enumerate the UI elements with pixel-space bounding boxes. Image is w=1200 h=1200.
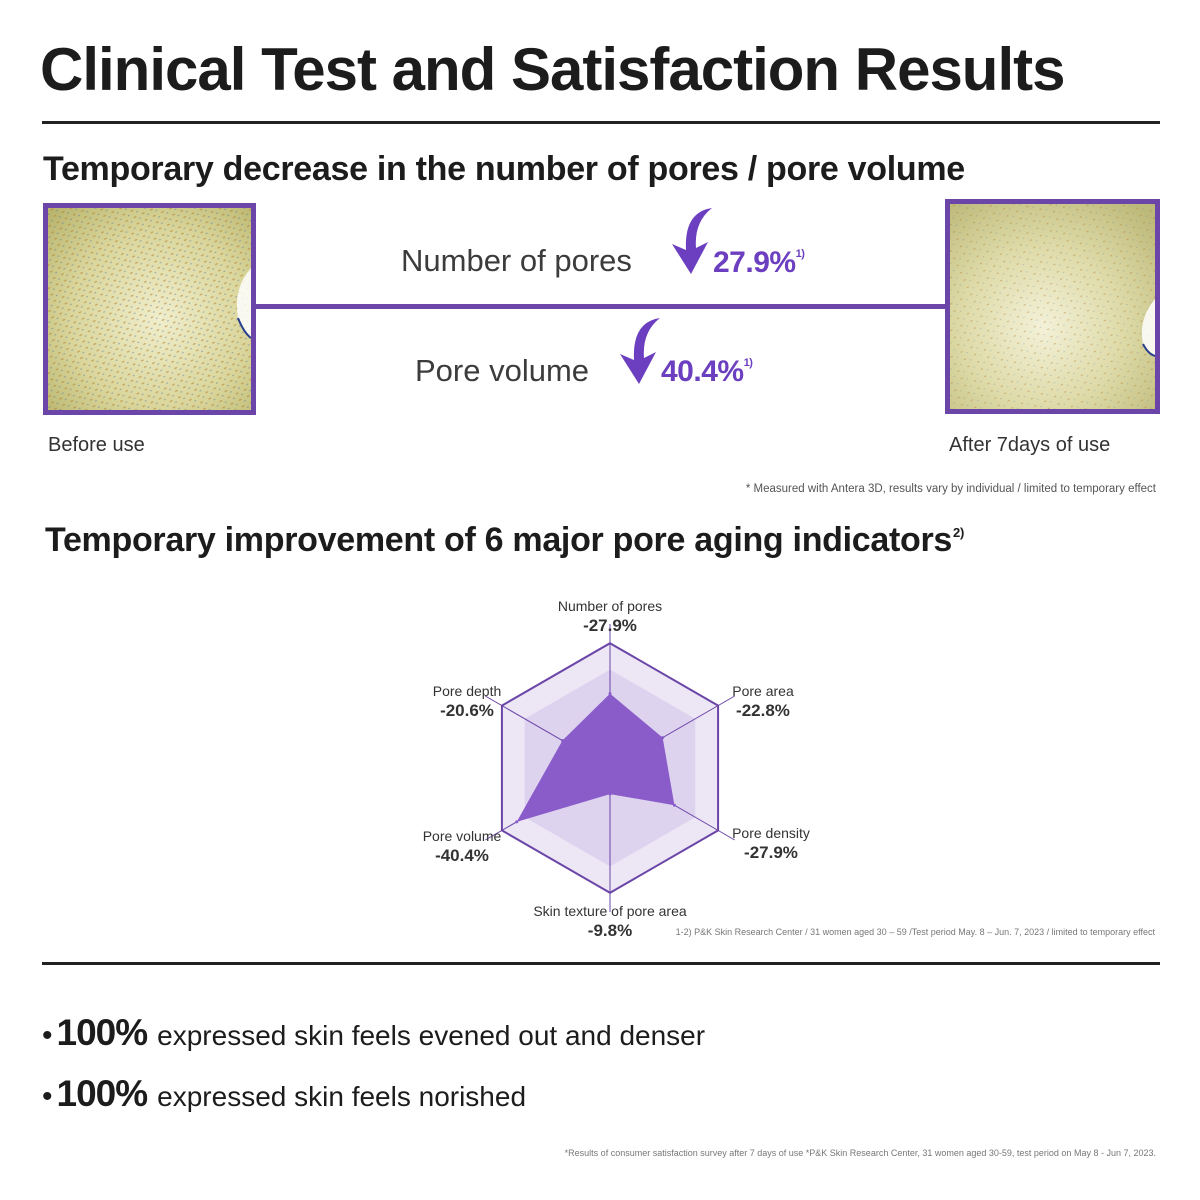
radar-series: [515, 692, 676, 824]
radar-point: [560, 739, 564, 743]
survey-footnote: *Results of consumer satisfaction survey…: [564, 1148, 1156, 1158]
metric-pore-volume-label: Pore volume: [415, 353, 590, 388]
axis-label: Pore depth: [432, 683, 502, 699]
satisfaction-text: expressed skin feels norished: [157, 1081, 527, 1112]
satisfaction-text: expressed skin feels evened out and dens…: [157, 1020, 706, 1051]
bullet-icon: •: [42, 1080, 53, 1113]
page-title: Clinical Test and Satisfaction Results: [40, 36, 1065, 103]
axis-label: Number of pores: [557, 598, 663, 614]
after-photo: [945, 199, 1160, 414]
satisfaction-item: • 100% expressed skin feels evened out and…: [42, 1012, 705, 1054]
axis-label: Skin texture of pore area: [533, 903, 687, 919]
metric-number-of-pores-percent: 27.9%: [713, 246, 796, 279]
title-divider: [42, 121, 1160, 124]
section2-heading: Temporary improvement of 6 major pore ag…: [45, 521, 964, 560]
bullet-icon: •: [42, 1019, 53, 1052]
radar-series-area: [516, 693, 675, 822]
metric-number-of-pores-label: Number of pores: [401, 243, 632, 278]
radar-label-pore-volume: Pore volume -40.4%: [423, 827, 502, 865]
axis-value: -9.8%: [587, 921, 633, 940]
section1-heading: Temporary decrease in the number of pore…: [43, 150, 965, 188]
skin-texture-after: [950, 204, 1155, 409]
metric-pore-volume-value: 40.4%1): [661, 355, 753, 389]
axis-value: -27.9%: [583, 616, 637, 635]
satisfaction-percent: 100%: [56, 1012, 149, 1053]
radar-point: [672, 803, 676, 807]
metric-number-of-pores-value: 27.9%1): [713, 246, 805, 280]
radar-label-number-of-pores: Number of pores -27.9%: [558, 597, 662, 635]
radar-point: [661, 736, 665, 740]
radar-label-pore-depth: Pore depth -20.6%: [433, 682, 502, 720]
section-divider: [42, 962, 1160, 965]
footnote-ref: 1): [795, 248, 805, 260]
section2-heading-text: Temporary improvement of 6 major pore ag…: [45, 521, 953, 559]
down-arrow-icon: [672, 208, 712, 274]
footnote-ref: 2): [953, 525, 964, 540]
axis-value: -27.9%: [744, 843, 798, 862]
radar-label-pore-area: Pore area -22.8%: [732, 682, 793, 720]
radar-point: [608, 792, 612, 796]
satisfaction-item: • 100% expressed skin feels norished: [42, 1073, 526, 1115]
metric-pore-volume-percent: 40.4%: [661, 355, 744, 388]
axis-value: -40.4%: [435, 846, 489, 865]
skin-texture-before: [48, 208, 251, 410]
after-caption: After 7days of use: [949, 434, 1111, 456]
before-after-connector: [256, 304, 946, 309]
footnote-ref: 1): [743, 357, 753, 369]
radar-point: [608, 692, 612, 696]
axis-value: -20.6%: [440, 701, 494, 720]
axis-label: Pore density: [732, 825, 810, 841]
radar-label-pore-density: Pore density -27.9%: [732, 824, 810, 862]
research-note: 1-2) P&K Skin Research Center / 31 women…: [675, 927, 1155, 937]
down-arrow-icon: [620, 318, 660, 384]
satisfaction-percent: 100%: [56, 1073, 149, 1114]
before-photo: [43, 203, 256, 415]
radar-point: [515, 820, 519, 824]
before-caption: Before use: [48, 434, 145, 456]
measurement-note: * Measured with Antera 3D, results vary …: [745, 483, 1156, 495]
radar-label-skin-texture: Skin texture of pore area -9.8%: [533, 902, 686, 940]
axis-label: Pore area: [732, 683, 794, 699]
axis-value: -22.8%: [736, 701, 790, 720]
axis-label: Pore volume: [422, 828, 502, 844]
